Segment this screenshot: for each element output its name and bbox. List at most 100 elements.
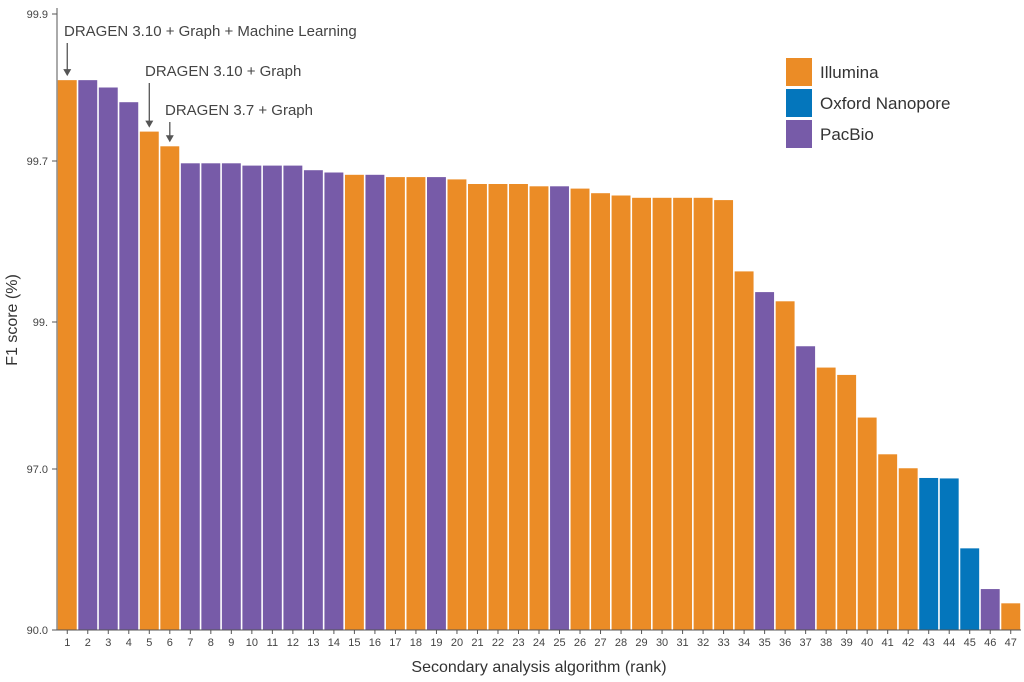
x-tick-label: 40	[861, 637, 873, 649]
x-tick-label: 32	[697, 637, 709, 649]
x-tick-label: 16	[369, 637, 381, 649]
legend-label: PacBio	[820, 125, 874, 144]
bar-rank-19	[426, 177, 446, 630]
annotation-arrow-head	[63, 69, 72, 77]
bar-rank-29	[632, 197, 652, 631]
y-axis-title: F1 score (%)	[4, 274, 21, 366]
legend-label: Illumina	[820, 63, 879, 82]
bar-rank-22	[488, 184, 508, 630]
x-tick-label: 46	[984, 637, 996, 649]
bar-rank-20	[447, 179, 467, 630]
x-tick-label: 45	[964, 637, 976, 649]
annotation-arrow-head	[165, 135, 174, 143]
bar-rank-43	[919, 477, 939, 630]
x-tick-label: 19	[430, 637, 442, 649]
bar-rank-1	[57, 80, 77, 630]
x-tick-label: 44	[943, 637, 955, 649]
bar-rank-41	[878, 454, 898, 630]
x-tick-label: 2	[85, 637, 91, 649]
x-tick-label: 25	[553, 637, 565, 649]
bar-rank-33	[714, 200, 734, 630]
bar-rank-17	[385, 177, 405, 630]
bar-rank-32	[693, 197, 713, 631]
bar-rank-14	[324, 172, 344, 630]
bar-rank-25	[550, 186, 569, 631]
x-tick-label: 35	[758, 637, 770, 649]
y-tick-label: 99.7	[27, 156, 48, 168]
bar-rank-24	[529, 186, 549, 631]
y-tick-label: 99.9	[27, 9, 48, 21]
bar-rank-4	[119, 102, 139, 630]
bar-rank-31	[673, 197, 693, 631]
bar-rank-45	[960, 548, 980, 630]
bar-rank-18	[406, 177, 426, 630]
x-tick-label: 7	[187, 637, 193, 649]
x-tick-label: 39	[841, 637, 853, 649]
x-tick-label: 5	[146, 637, 152, 649]
x-tick-label: 22	[492, 637, 504, 649]
x-tick-label: 36	[779, 637, 791, 649]
x-tick-label: 21	[471, 637, 483, 649]
x-tick-label: 28	[615, 637, 627, 649]
x-tick-label: 33	[717, 637, 729, 649]
y-tick-label: 90.0	[27, 625, 48, 637]
annotation-label: DRAGEN 3.10 + Graph	[145, 63, 301, 80]
x-tick-label: 8	[208, 637, 214, 649]
x-tick-label: 15	[348, 637, 360, 649]
bar-rank-12	[283, 165, 303, 630]
legend-swatch	[786, 120, 812, 148]
bar-rank-13	[303, 170, 323, 630]
legend-swatch	[786, 89, 812, 117]
bar-rank-26	[570, 188, 590, 630]
x-tick-label: 18	[410, 637, 422, 649]
bar-rank-30	[652, 197, 672, 631]
x-tick-label: 12	[287, 637, 299, 649]
bar-rank-40	[857, 417, 877, 630]
x-tick-label: 4	[126, 637, 132, 649]
bar-rank-27	[591, 193, 610, 630]
bar-rank-38	[816, 367, 836, 630]
x-tick-label: 9	[228, 637, 234, 649]
x-tick-label: 47	[1005, 637, 1017, 649]
x-tick-label: 38	[820, 637, 832, 649]
x-tick-label: 24	[533, 637, 545, 649]
x-tick-label: 14	[328, 637, 340, 649]
x-tick-label: 10	[246, 637, 258, 649]
bar-rank-36	[775, 301, 795, 630]
x-tick-label: 1	[64, 637, 70, 649]
bar-rank-11	[262, 165, 282, 630]
annotations-group: DRAGEN 3.10 + Graph + Machine Learning DR…	[63, 23, 357, 143]
x-tick-label: 17	[389, 637, 401, 649]
bar-rank-6	[160, 146, 180, 631]
bar-rank-5	[139, 131, 159, 630]
bar-rank-35	[755, 292, 775, 630]
x-tick-label: 3	[105, 637, 111, 649]
bar-rank-47	[1001, 603, 1021, 630]
bar-rank-21	[468, 184, 487, 630]
legend-label: Oxford Nanopore	[820, 94, 950, 113]
bar-rank-23	[509, 184, 528, 630]
x-ticks-group: 1 2 3 4 5 6 7 8 9 10 11 12 13 14 15 16 17 18 19 20 21 22 23 24 2…	[64, 630, 1017, 649]
x-tick-label: 26	[574, 637, 586, 649]
bar-rank-8	[201, 163, 221, 631]
annotation-label: DRAGEN 3.7 + Graph	[165, 102, 313, 119]
x-tick-label: 27	[594, 637, 606, 649]
x-tick-label: 11	[267, 637, 278, 649]
x-tick-label: 30	[656, 637, 668, 649]
bar-rank-9	[221, 163, 241, 631]
x-tick-label: 34	[738, 637, 750, 649]
bar-rank-2	[78, 80, 98, 630]
bars-group	[57, 80, 1021, 631]
y-tick-label: 97.0	[27, 464, 48, 476]
x-axis-title: Secondary analysis algorithm (rank)	[411, 659, 666, 676]
annotation-arrow-head	[145, 120, 154, 128]
legend-swatch	[786, 58, 812, 86]
bar-rank-37	[796, 346, 816, 630]
bar-rank-7	[180, 163, 200, 631]
bar-rank-46	[980, 589, 1000, 630]
x-tick-label: 23	[512, 637, 524, 649]
bar-rank-16	[365, 174, 385, 631]
x-tick-label: 20	[451, 637, 463, 649]
bar-rank-34	[734, 271, 754, 630]
bar-rank-3	[98, 87, 118, 630]
